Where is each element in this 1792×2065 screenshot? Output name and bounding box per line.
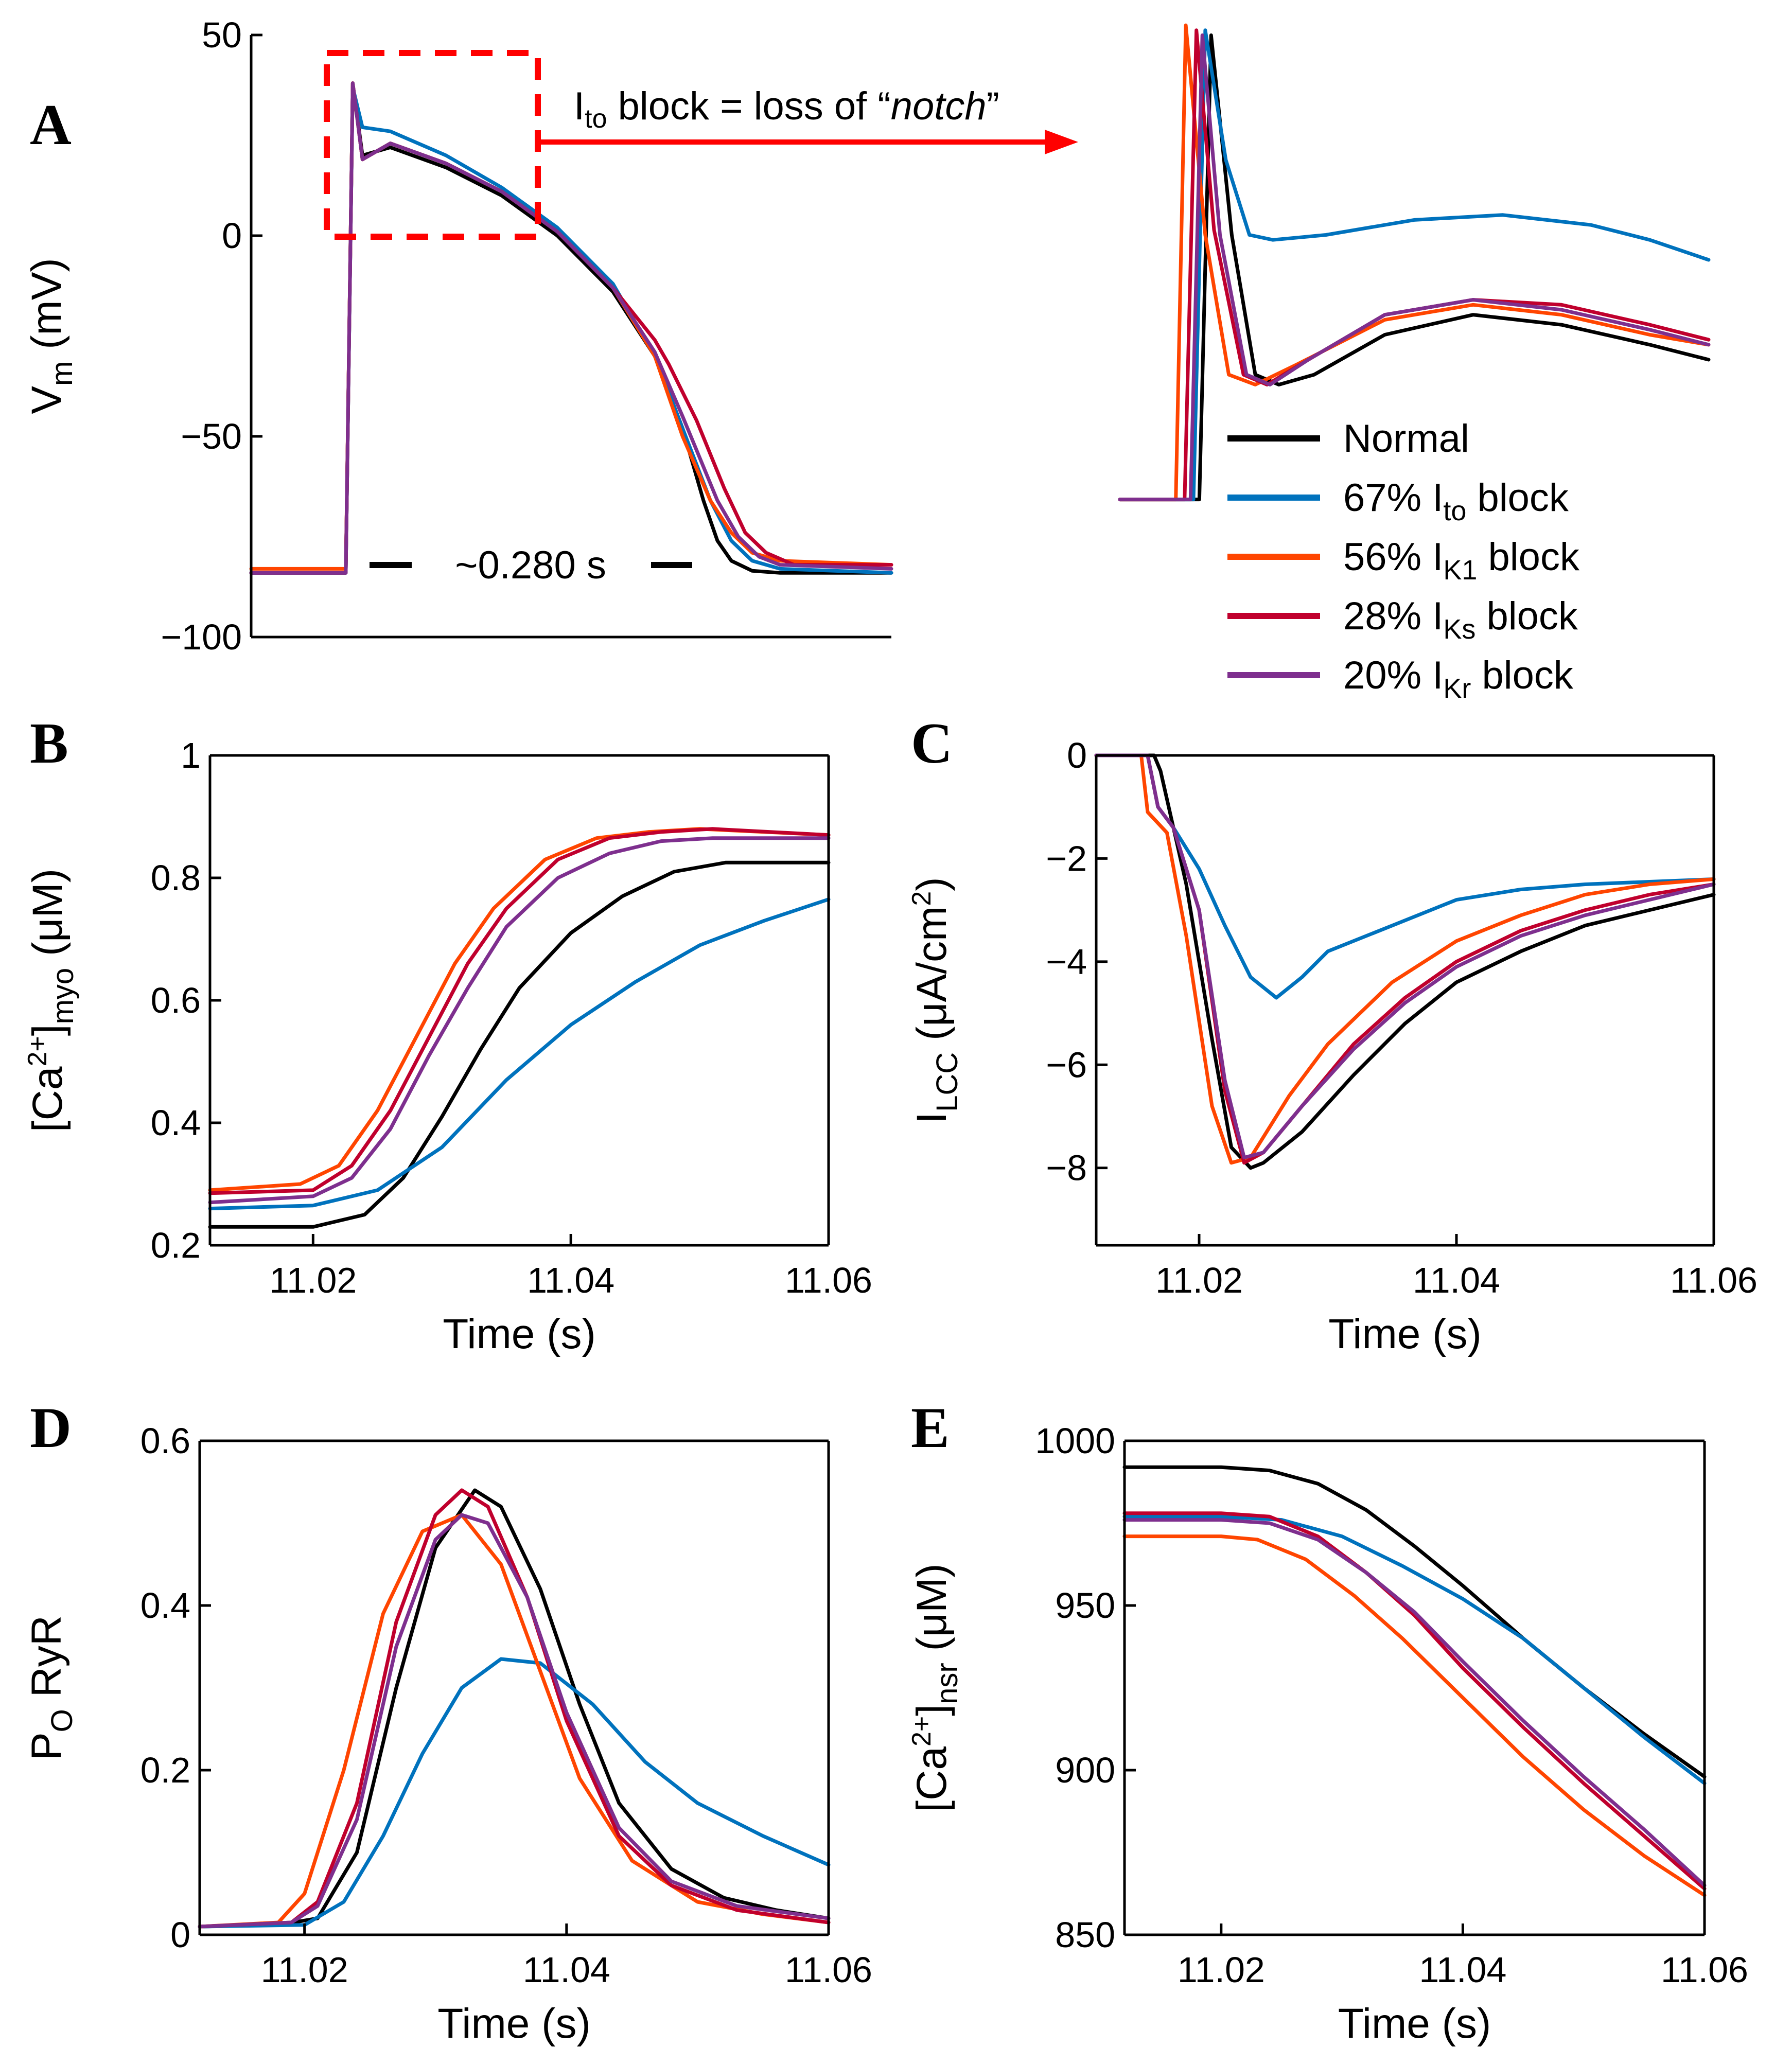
series-iks-line [1122,1511,1707,1891]
y-tick-label: −100 [161,617,242,657]
series-ik1-line [198,1513,831,1929]
x-axis-label: Time (s) [1338,2000,1491,2047]
x-tick-label: 11.06 [1670,1260,1758,1300]
legend: Normal 67% Ito block 56% IK1 block 28% IKs … [1227,417,1580,704]
zoom-box [324,50,541,240]
x-tick-label: 11.06 [785,1260,872,1300]
x-tick-label: 11.04 [1413,1260,1500,1300]
chart-b: 0.2 0.4 0.6 0.8 1 11.02 11.04 11.06 Time (s) [Ca2… [23,712,872,1357]
x-tick-label: 11.04 [523,1950,610,1990]
series-normal-line [198,1488,831,1929]
chart-a-inset [1118,23,1711,502]
y-tick-label: −6 [1046,1045,1087,1085]
chart-e: 850 900 950 1000 11.02 11.04 11.06 Time (s) [Ca2… [907,1396,1748,2047]
x-axis-label: Time (s) [443,1311,596,1357]
y-tick-label: 50 [202,15,242,55]
series-normal-line [208,860,831,1229]
y-tick-label: 950 [1055,1585,1115,1626]
y-tick-label: −8 [1046,1148,1087,1188]
x-tick-label: 11.04 [527,1260,614,1300]
y-tick-label: 0.2 [140,1750,190,1790]
y-tick-label: 0.2 [151,1225,201,1265]
y-tick-label: −50 [181,416,242,456]
y-tick-label: −2 [1046,838,1087,878]
series-ik1-line [1094,753,1716,1165]
series-iks-line [208,827,831,1195]
apd-label: ~0.280 s [455,543,606,587]
x-axis-label: Time (s) [437,2000,591,2047]
y-tick-label: 0.8 [151,858,201,898]
x-tick-label: 11.04 [1419,1950,1506,1990]
y-tick-label: 0 [1067,735,1087,775]
y-tick-label: 0.4 [140,1585,190,1626]
y-tick-label: 1 [181,735,201,775]
y-axis-label: [Ca2+]nsr (μM) [907,1563,964,1812]
y-axis-label: PO RyR [23,1615,79,1760]
legend-label: Normal [1343,417,1469,461]
x-tick-label: 11.02 [1178,1950,1265,1990]
panel-letter-c: C [911,712,953,775]
chart-d: 0 0.2 0.4 0.6 11.02 11.04 11.06 Time (s) PO RyR D [23,1396,872,2047]
series-ikr-line [198,1513,831,1929]
y-tick-label: 0.6 [151,980,201,1020]
series-ik1-line [1122,1534,1707,1897]
x-tick-label: 11.02 [1155,1260,1243,1300]
y-tick-label: 0.6 [140,1421,190,1461]
y-axis-label: [Ca2+]myo (μM) [23,869,80,1132]
series-ito-line [198,1657,831,1929]
x-tick-label: 11.02 [261,1950,348,1990]
y-tick-label: 1000 [1035,1421,1115,1461]
x-tick-label: 11.06 [785,1950,872,1990]
y-tick-label: 0 [170,1915,190,1955]
series-ik1-line [1118,23,1711,502]
series-ikr-line [1118,33,1711,502]
chart-a: 50 0 −50 −100 Vm (mV) A [23,15,893,657]
x-tick-label: 11.02 [269,1260,357,1300]
y-tick-label: 900 [1055,1750,1115,1790]
legend-label: 56% IK1 block [1343,535,1580,586]
x-axis-label: Time (s) [1328,1311,1482,1357]
legend-item-iks: 28% IKs block [1227,594,1578,645]
panel-letter-a: A [30,93,72,157]
series-ito-line [208,897,831,1211]
legend-label: 67% Ito block [1343,476,1569,526]
series-iks-line [198,1488,831,1929]
legend-item-normal: Normal [1227,417,1469,461]
notch-label: Ito block = loss of “notch” [574,84,999,134]
series-ikr-line [1094,753,1716,1160]
legend-label: 28% IKs block [1343,594,1578,645]
y-tick-label: 850 [1055,1915,1115,1955]
apd-annotation: ~0.280 s [370,543,692,587]
zoom-arrow-head [1045,130,1078,154]
x-tick-label: 11.06 [1661,1950,1748,1990]
panel-letter-d: D [30,1396,72,1460]
legend-item-ik1: 56% IK1 block [1227,535,1580,586]
series-ik1-line [208,827,831,1192]
panel-letter-e: E [911,1396,950,1460]
y-axis-label: Vm (mV) [23,258,79,414]
y-tick-label: 0.4 [151,1103,201,1143]
y-axis-label: ILCC (μA/cm2) [907,877,964,1123]
series-ito-line [1122,1514,1707,1786]
y-tick-label: −4 [1046,942,1087,982]
legend-item-ikr: 20% IKr block [1227,654,1574,704]
series-ikr-line [208,836,831,1205]
y-tick-label: 0 [222,216,242,256]
legend-item-ito: 67% Ito block [1227,476,1569,526]
legend-label: 20% IKr block [1343,654,1574,704]
series-ikr-line [1122,1518,1707,1887]
notch-annotation: Ito block = loss of “notch” [324,50,1078,240]
series-ikr-line [249,81,893,575]
panel-letter-b: B [30,712,68,775]
chart-c: 0 −2 −4 −6 −8 11.02 11.04 11.06 Time (s) ILCC (μA… [907,712,1758,1357]
